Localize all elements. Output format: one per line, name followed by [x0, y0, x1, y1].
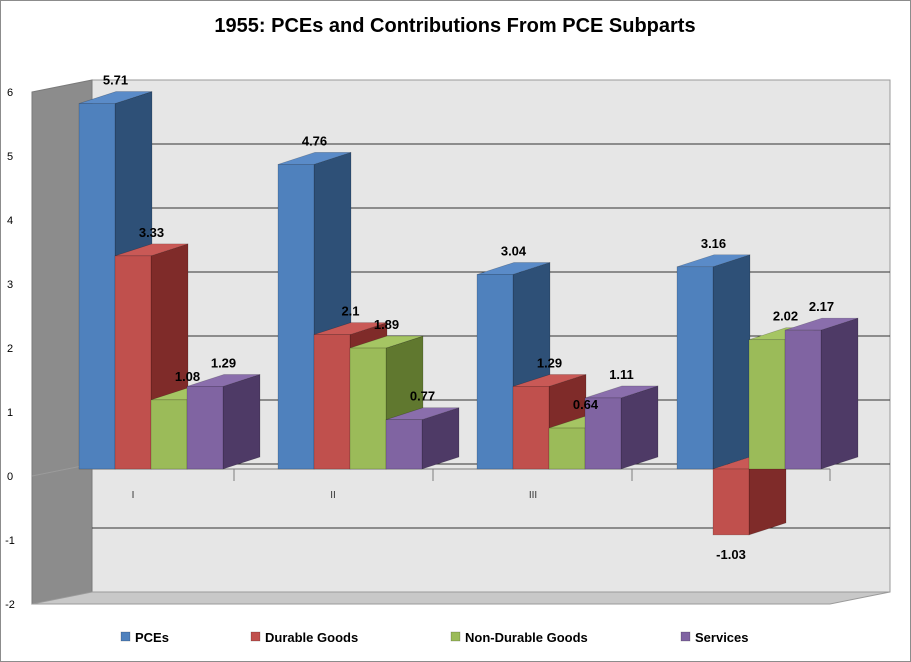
bar-front-face: [277, 164, 315, 470]
y-tick-label: 5: [7, 151, 13, 163]
legend-label: Non-Durable Goods: [465, 630, 588, 645]
legend-swatch: [680, 631, 691, 642]
legend-label: PCEs: [135, 630, 169, 645]
data-label: 3.04: [501, 243, 527, 258]
data-label: 0.64: [573, 397, 599, 412]
bar-front-face: [150, 399, 188, 470]
bar-front-face: [676, 266, 714, 470]
chart-title: 1955: PCEs and Contributions From PCE Su…: [214, 15, 695, 37]
legend-item: PCEs: [120, 630, 169, 645]
data-label: 3.33: [139, 225, 164, 240]
bar-front-face: [476, 274, 514, 470]
legend-item: Services: [680, 630, 749, 645]
bar-side-face: [620, 385, 659, 470]
y-tick-label: 1: [7, 407, 13, 419]
legend-label: Durable Goods: [265, 630, 358, 645]
bar-front-face: [385, 419, 423, 470]
data-label: 1.29: [537, 355, 562, 370]
bar: [676, 254, 751, 470]
bar-side-face: [222, 374, 261, 470]
legend-item: Non-Durable Goods: [450, 630, 588, 645]
bar-front-face: [784, 329, 822, 470]
x-tick-label: III: [529, 490, 537, 501]
legend-swatch: [450, 631, 461, 642]
data-label: -1.03: [716, 547, 746, 562]
x-tick-label: II: [330, 490, 336, 501]
y-tick-label: 4: [7, 215, 13, 227]
bar-front-face: [313, 334, 351, 470]
bar: [784, 317, 859, 470]
data-label: 1.11: [609, 367, 634, 382]
y-tick-label: -2: [5, 599, 15, 611]
data-label: 3.16: [701, 236, 726, 251]
y-tick-label: 0: [7, 471, 13, 483]
bar-front-face: [512, 386, 550, 470]
legend-swatch: [250, 631, 261, 642]
data-label: 1.29: [211, 355, 236, 370]
data-labels: 5.71 4.76 3.04 3.16 3.33 2.1 1.29 -1.03 1.08 1.89…: [103, 73, 834, 562]
bar-side-face: [712, 254, 751, 470]
y-tick-label: 6: [7, 87, 13, 99]
data-label: 1.89: [374, 317, 399, 332]
bar-front-face: [548, 427, 586, 470]
bar: [186, 374, 261, 470]
y-axis-ticks: 6 5 4 3 2 1 0 -1 -2: [5, 87, 15, 611]
legend-swatch: [120, 631, 131, 642]
legend: PCEs Durable Goods Non-Durable Goods Servic…: [120, 630, 749, 645]
bar-front-face: [748, 339, 786, 470]
bar-front-face: [78, 103, 116, 470]
legend-label: Services: [695, 630, 749, 645]
bar-front-face: [349, 347, 387, 470]
data-label: 5.71: [103, 73, 128, 88]
x-tick-label: I: [132, 490, 135, 501]
bar: [584, 385, 659, 470]
y-tick-label: -1: [5, 535, 15, 547]
bar-front-face: [186, 386, 224, 470]
y-tick-label: 2: [7, 343, 13, 355]
y-tick-label: 3: [7, 279, 13, 291]
bar-series: [78, 91, 859, 536]
bar-side-face: [820, 317, 859, 470]
floor: [31, 591, 891, 605]
data-label: 2.02: [773, 309, 798, 324]
data-label: 0.77: [410, 389, 435, 404]
bar-front-face: [114, 255, 152, 470]
bar: [385, 407, 460, 470]
bar-front-face: [712, 468, 750, 536]
data-label: 2.17: [809, 299, 834, 314]
legend-item: Durable Goods: [250, 630, 358, 645]
data-label: 1.08: [175, 369, 200, 384]
bar-front-face: [584, 397, 622, 470]
data-label: 2.1: [341, 304, 359, 319]
data-label: 4.76: [302, 133, 327, 148]
